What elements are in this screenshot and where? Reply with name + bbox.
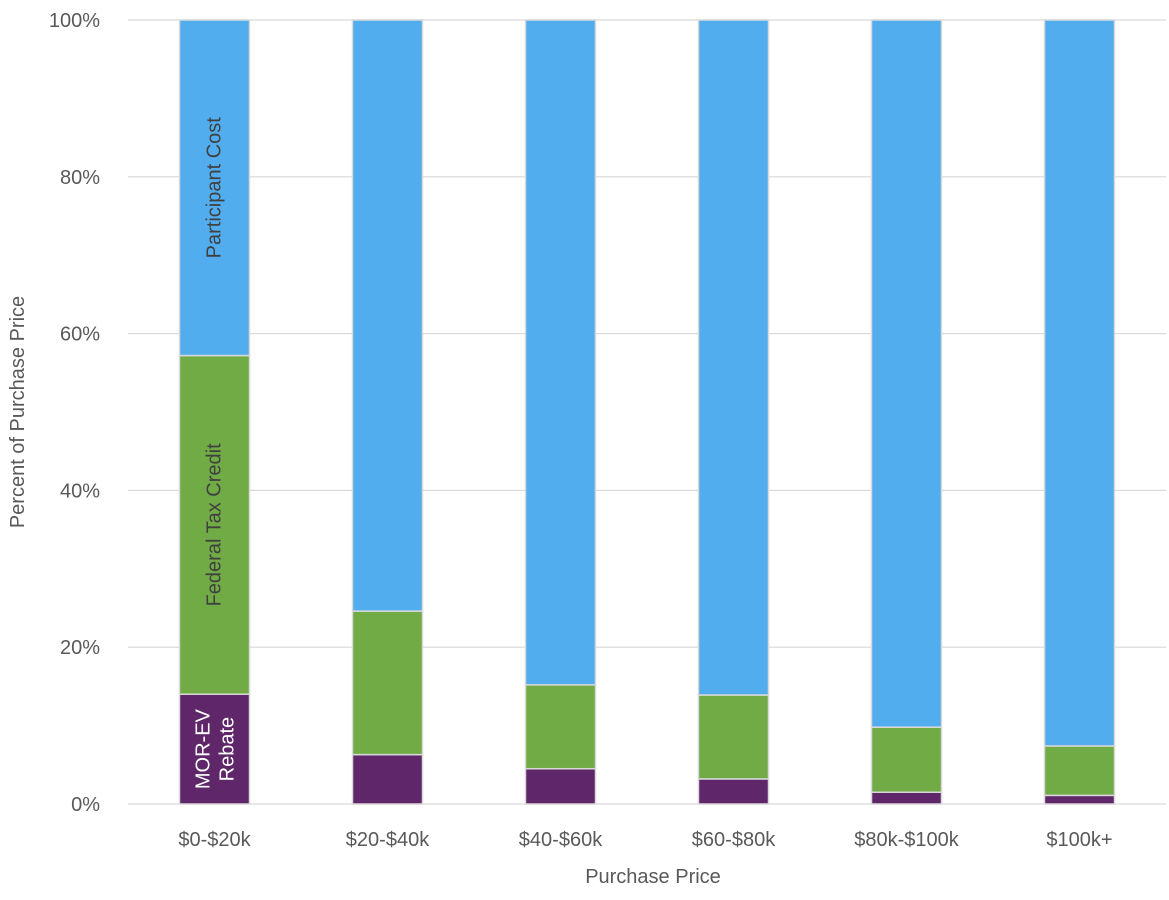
bar-segment [351,753,424,805]
x-tick-label: $20-$40k [346,829,430,851]
bar-segment [870,791,943,805]
bar-segment [524,767,597,805]
segment-annotation: Federal Tax Credit [204,443,226,606]
bar-segment [1043,794,1116,805]
bar-segment [178,693,251,805]
bar-segment [178,19,251,357]
bar-segment [697,19,770,696]
segment-annotation: Participant Cost [204,117,226,259]
bar-segment [697,778,770,805]
segment-annotations: MOR-EV Rebate Federal Tax Credit Participan… [193,117,239,789]
x-tick-label: $40-$60k [519,829,603,851]
y-tick-label: 20% [60,637,100,659]
y-tick-label: 40% [60,480,100,502]
x-tick-label: $100k+ [1046,829,1112,851]
segment-annotation-line1: MOR-EV [193,708,215,789]
y-tick-label: 100% [49,10,100,32]
y-tick-label: 0% [71,794,100,816]
y-axis-title: Percent of Purchase Price [7,296,29,528]
bar-segment [870,19,943,728]
x-tick-label: $80k-$100k [854,829,960,851]
x-tick-label: $60-$80k [692,829,776,851]
x-axis-title: Purchase Price [585,866,721,888]
gridlines [128,19,1166,805]
bars [178,19,1116,805]
bar-segment [178,354,251,695]
segment-annotation: MOR-EV Rebate [193,708,239,789]
x-tick-labels: $0-$20k $20-$40k $40-$60k $60-$80k $80k-$100… [178,829,1112,851]
y-tick-label: 80% [60,167,100,189]
bar-segment [697,694,770,780]
segment-annotation-line2: Rebate [217,717,239,782]
y-tick-label: 60% [60,324,100,346]
y-tick-labels: 0% 20% 40% 60% 80% 100% [49,10,100,816]
bar-segment [524,684,597,770]
bar-segment [1043,19,1116,747]
bar-segment [351,19,424,612]
x-tick-label: $0-$20k [178,829,251,851]
bar-segment [870,726,943,793]
bar-segment [1043,745,1116,797]
bar-segment [524,19,597,686]
bar-segment [351,610,424,756]
